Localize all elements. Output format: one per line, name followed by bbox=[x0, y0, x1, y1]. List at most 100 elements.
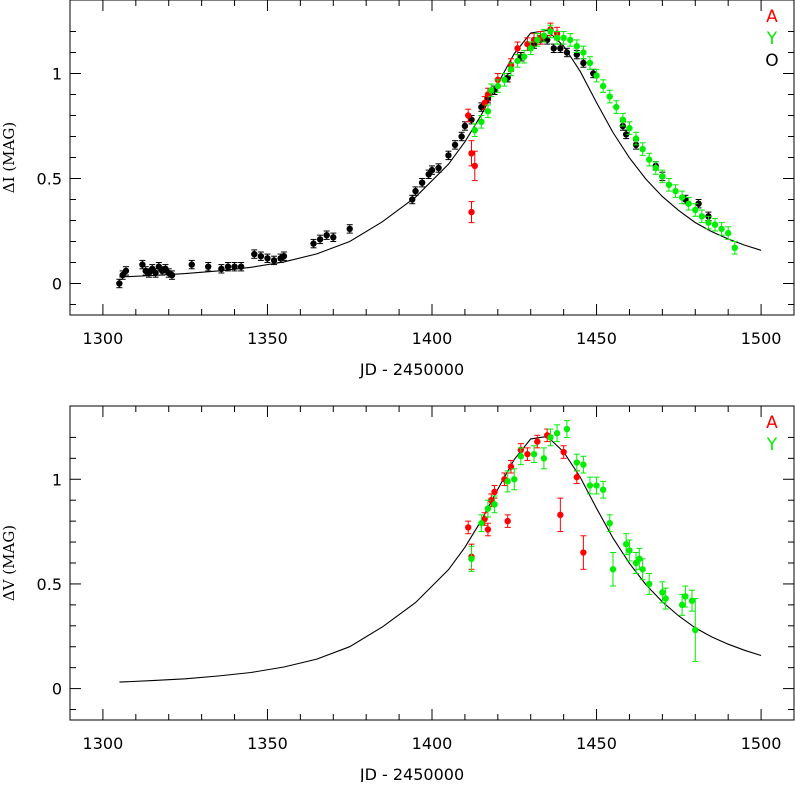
data-point bbox=[682, 593, 689, 600]
data-point bbox=[731, 244, 738, 251]
data-point bbox=[237, 263, 245, 270]
legend-entry: A bbox=[766, 7, 778, 27]
data-point bbox=[692, 206, 699, 214]
data-point bbox=[599, 486, 607, 493]
data-point bbox=[330, 234, 337, 241]
data-point bbox=[705, 219, 712, 226]
data-point bbox=[560, 448, 567, 456]
y-axis-label: ΔV (MAG) bbox=[0, 525, 18, 601]
data-point bbox=[323, 232, 330, 239]
data-point bbox=[540, 455, 548, 462]
data-point bbox=[665, 181, 673, 188]
plot-data-area bbox=[116, 22, 762, 289]
data-point bbox=[646, 156, 653, 163]
data-point bbox=[626, 547, 633, 554]
data-point bbox=[639, 566, 646, 573]
data-point bbox=[659, 589, 666, 596]
data-point bbox=[695, 200, 702, 207]
data-point bbox=[530, 450, 538, 458]
data-point bbox=[310, 240, 317, 247]
x-axis-label: JD - 2450000 bbox=[359, 765, 464, 782]
data-point bbox=[511, 476, 518, 483]
x-tick-label: 1500 bbox=[741, 734, 782, 753]
series-Y bbox=[471, 24, 738, 255]
data-point bbox=[468, 208, 475, 216]
data-point bbox=[692, 626, 699, 634]
data-point bbox=[280, 253, 288, 260]
data-point bbox=[662, 595, 669, 602]
x-tick-label: 1500 bbox=[741, 329, 782, 348]
data-point bbox=[534, 36, 541, 44]
data-point bbox=[428, 166, 436, 174]
legend-entry: Y bbox=[766, 29, 778, 49]
data-point bbox=[678, 194, 686, 201]
data-point bbox=[188, 261, 195, 268]
x-tick-label: 1450 bbox=[576, 734, 617, 753]
y-tick-label: 1 bbox=[52, 470, 62, 489]
data-point bbox=[491, 501, 498, 508]
data-point bbox=[718, 225, 725, 233]
data-point bbox=[524, 450, 531, 458]
data-point bbox=[593, 482, 600, 489]
data-point bbox=[560, 34, 567, 41]
data-point bbox=[346, 225, 353, 233]
data-point bbox=[606, 93, 613, 100]
data-point bbox=[491, 488, 498, 496]
data-point bbox=[478, 520, 485, 527]
v-band-panel: 1300 1350 1400 1450 1500 0 0.5 1 JD - 2450000 ΔV … bbox=[0, 405, 795, 784]
data-point bbox=[534, 438, 541, 445]
data-point bbox=[580, 461, 587, 468]
data-point bbox=[553, 430, 561, 437]
data-point bbox=[501, 76, 508, 84]
data-point bbox=[527, 45, 534, 52]
data-point bbox=[586, 59, 594, 67]
data-point bbox=[257, 253, 265, 260]
data-point bbox=[619, 116, 627, 123]
data-point bbox=[698, 213, 706, 220]
data-point bbox=[478, 118, 485, 126]
data-point bbox=[504, 478, 511, 485]
data-point bbox=[316, 236, 324, 243]
x-axis-label: JD - 2450000 bbox=[359, 360, 464, 379]
data-point bbox=[507, 66, 515, 73]
legend-entry: Y bbox=[766, 435, 778, 455]
data-point bbox=[514, 45, 521, 52]
data-point bbox=[514, 57, 521, 65]
x-tick-label: 1350 bbox=[247, 734, 288, 753]
series-Y bbox=[468, 420, 699, 662]
data-point bbox=[264, 255, 271, 262]
data-point bbox=[563, 425, 571, 433]
data-point bbox=[567, 36, 574, 44]
data-point bbox=[622, 540, 630, 548]
data-point bbox=[606, 520, 613, 527]
i-band-panel: 1300 1350 1400 1450 1500 0 0.5 1 JD - 2450000 ΔI … bbox=[0, 0, 795, 379]
y-tick-label: 0 bbox=[52, 680, 62, 699]
data-point bbox=[224, 263, 232, 270]
data-point bbox=[484, 505, 492, 512]
data-point bbox=[573, 473, 580, 481]
data-point bbox=[711, 221, 719, 228]
data-point bbox=[468, 150, 475, 157]
data-point bbox=[622, 131, 630, 138]
data-point bbox=[547, 434, 554, 441]
data-point bbox=[458, 133, 465, 140]
data-point bbox=[218, 265, 225, 272]
data-point bbox=[659, 173, 666, 180]
data-point bbox=[672, 187, 679, 195]
data-point bbox=[580, 59, 587, 67]
data-point bbox=[646, 580, 653, 588]
data-point bbox=[609, 566, 617, 573]
data-point bbox=[451, 141, 459, 149]
data-point bbox=[685, 200, 692, 207]
y-axis-label: ΔI (MAG) bbox=[0, 122, 18, 193]
data-point bbox=[409, 196, 416, 203]
plot-data-area bbox=[119, 420, 762, 683]
data-point bbox=[599, 82, 607, 90]
x-tick-label: 1350 bbox=[247, 329, 288, 348]
data-point bbox=[632, 135, 640, 142]
data-point bbox=[139, 261, 146, 268]
data-point bbox=[471, 127, 478, 134]
data-point bbox=[484, 108, 492, 115]
data-point bbox=[471, 162, 478, 170]
